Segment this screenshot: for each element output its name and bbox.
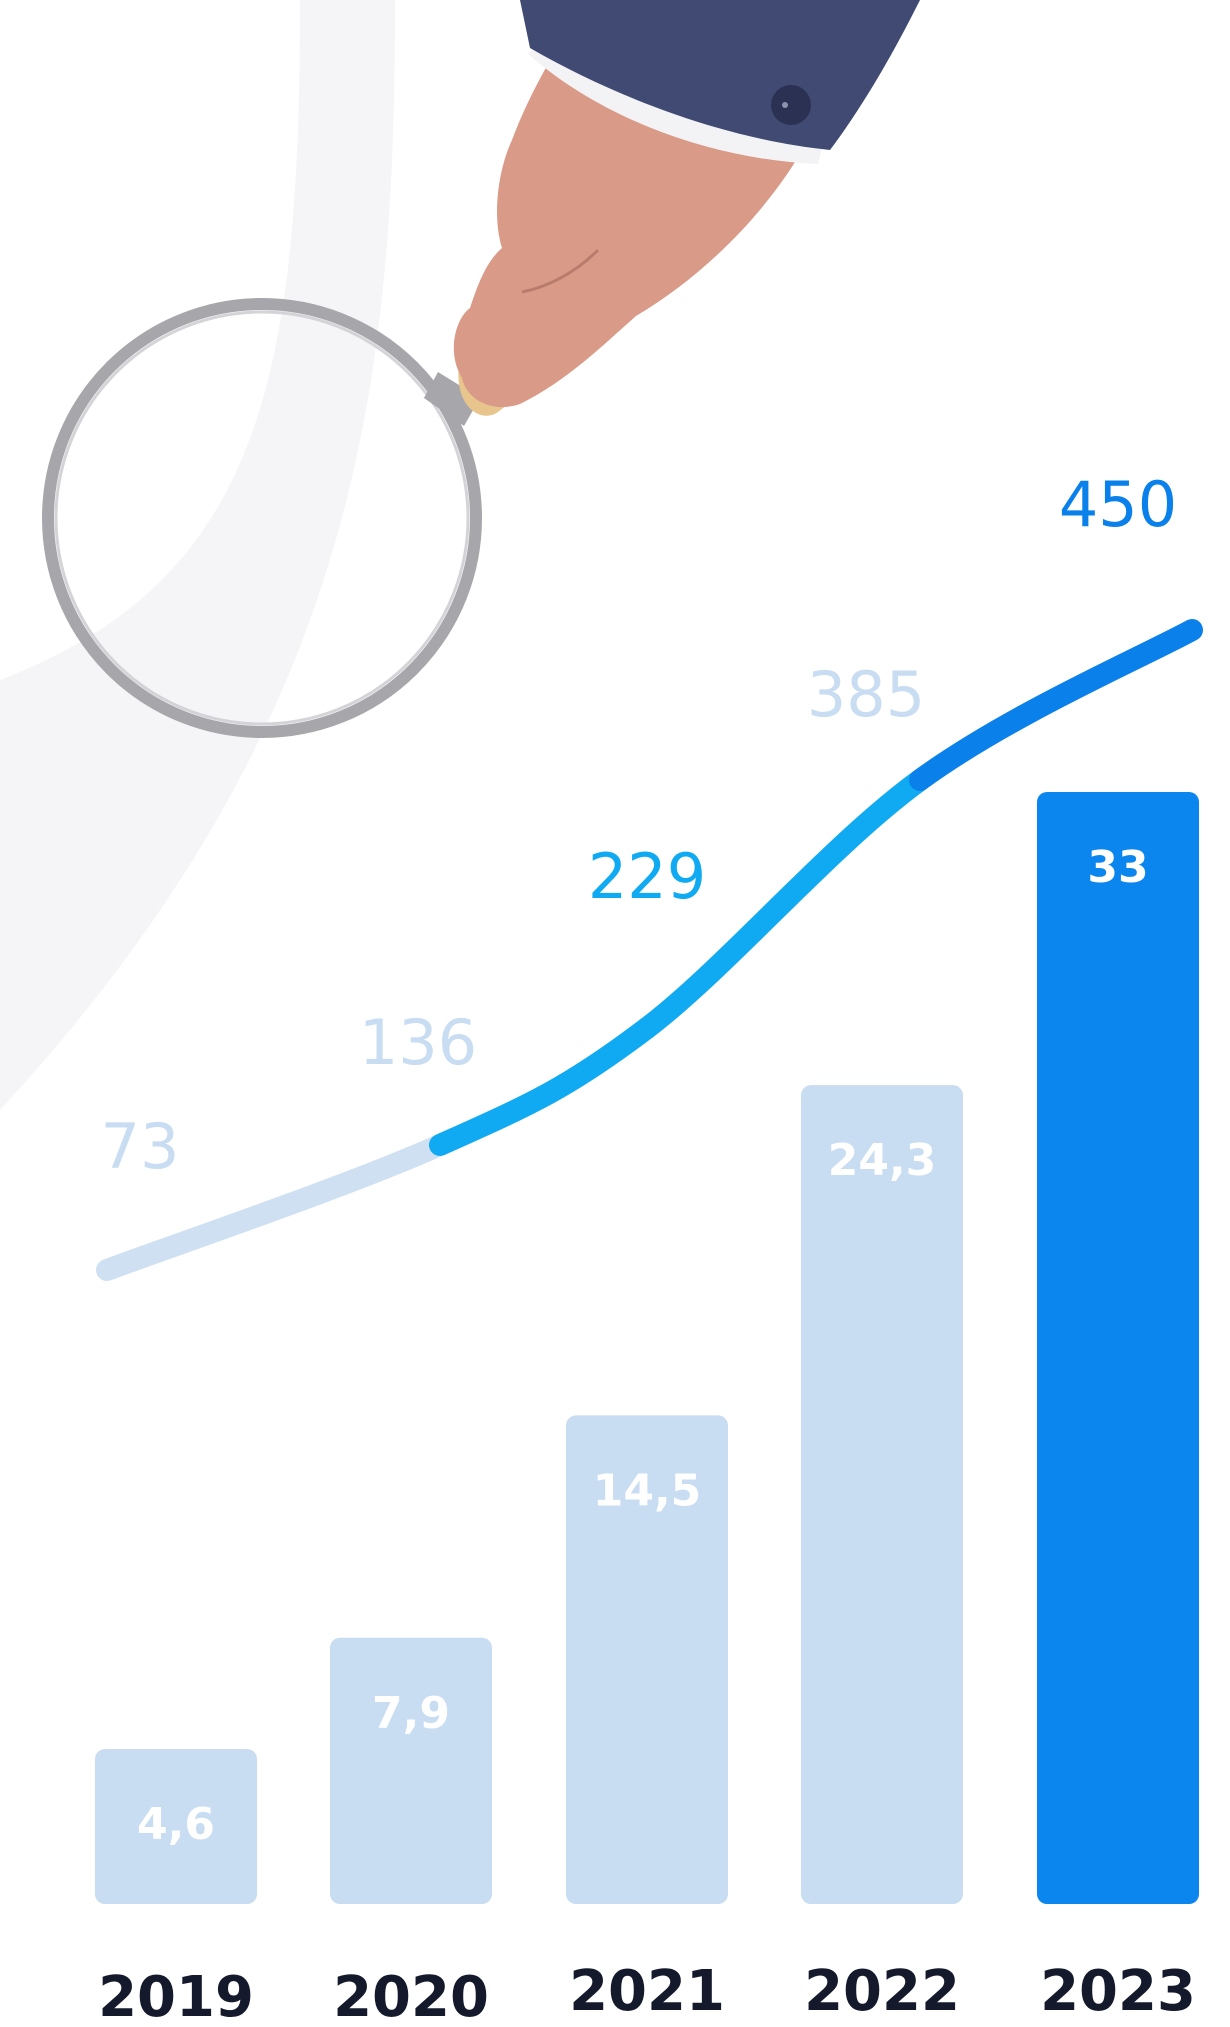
bar-value-label: 14,5	[593, 1465, 702, 1516]
bar-value-label: 24,3	[828, 1135, 937, 1186]
hand-icon	[453, 0, 920, 408]
line-value-label: 450	[1059, 468, 1177, 541]
hand-holding-magnifying-glass-illustration	[42, 0, 920, 738]
magnifying-glass-rim	[42, 298, 482, 738]
sleeve-button-hole	[782, 102, 788, 108]
bar-2023	[1037, 792, 1199, 1904]
line-segment-2020-2021	[429, 1017, 658, 1156]
line-value-label: 136	[359, 1006, 477, 1079]
line-value-labels: 73 136 229 385 450	[101, 468, 1178, 1183]
bar-value-label: 33	[1087, 842, 1148, 893]
x-tick-label: 2019	[98, 1965, 254, 2023]
magnifying-glass-rim-highlight	[54, 310, 470, 726]
background-swoosh	[0, 0, 395, 1110]
line-value-label: 385	[807, 658, 925, 731]
line-segment-2021-2022	[636, 769, 931, 1039]
x-tick-label: 2021	[569, 1959, 725, 2023]
x-tick-label: 2023	[1040, 1959, 1196, 2023]
bar-value-labels: 4,6 7,9 14,5 24,3 33	[137, 842, 1149, 1850]
x-tick-label: 2022	[804, 1959, 960, 2023]
line-value-label: 73	[101, 1110, 180, 1183]
hand-finger	[512, 238, 605, 309]
bar-2020	[330, 1637, 492, 1904]
magnifying-glass-neck	[424, 372, 480, 426]
x-axis-labels: 2019 2020 2021 2022 2023	[98, 1959, 1196, 2027]
x-tick-label: 2020	[333, 1965, 489, 2023]
line-segment-2019-2020	[96, 1134, 451, 1281]
line-segment-2022-2023	[909, 619, 1203, 791]
jacket-sleeve	[520, 0, 920, 150]
bar-value-label: 4,6	[137, 1799, 215, 1850]
sleeve-button	[771, 85, 811, 125]
line-value-label: 229	[588, 840, 706, 913]
finger-crease	[521, 248, 600, 294]
bars	[95, 792, 1199, 1904]
bar-value-label: 7,9	[372, 1688, 450, 1739]
sleeve-button-icon	[771, 85, 811, 125]
value-line	[96, 619, 1203, 1281]
bar-2021	[566, 1415, 728, 1904]
bar-2022	[801, 1085, 963, 1904]
bar-2019	[95, 1748, 257, 1904]
